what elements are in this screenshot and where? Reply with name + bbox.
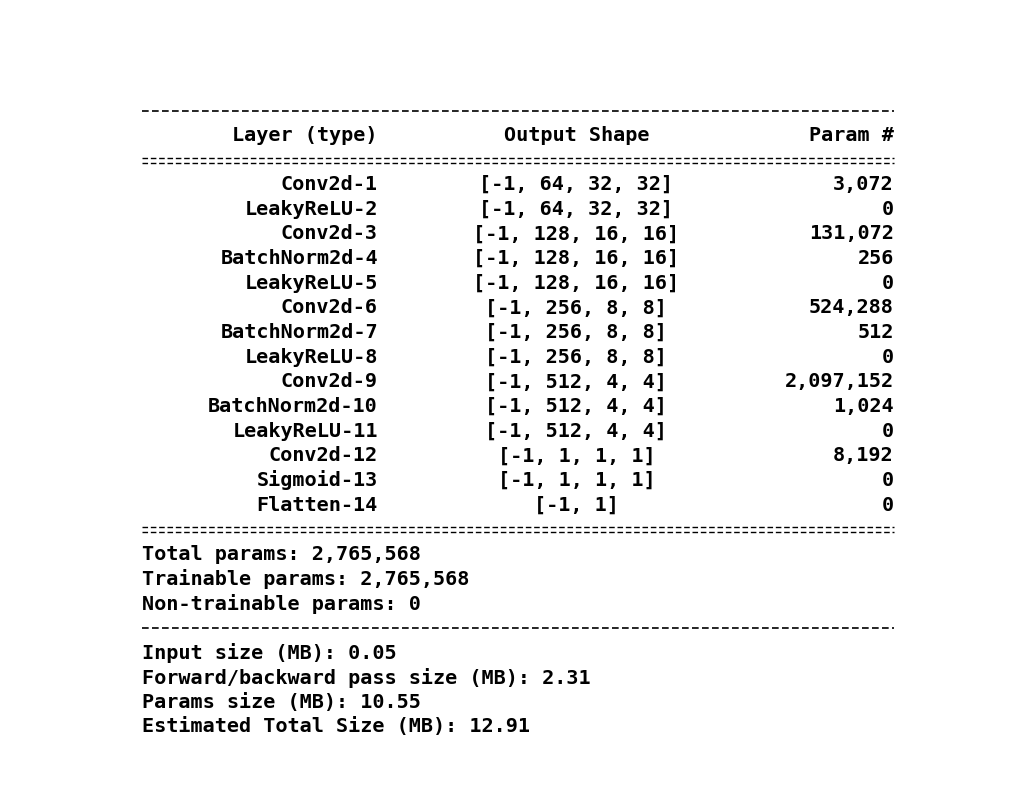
Text: 2,097,152: 2,097,152	[784, 372, 894, 391]
Text: BatchNorm2d-10: BatchNorm2d-10	[208, 397, 378, 416]
Text: 0: 0	[882, 422, 894, 441]
Text: 0: 0	[882, 200, 894, 219]
Text: Estimated Total Size (MB): 12.91: Estimated Total Size (MB): 12.91	[142, 718, 530, 736]
Text: 131,072: 131,072	[809, 225, 894, 243]
Text: [-1, 64, 32, 32]: [-1, 64, 32, 32]	[479, 175, 674, 194]
Text: Total params: 2,765,568: Total params: 2,765,568	[142, 545, 421, 564]
Text: Non-trainable params: 0: Non-trainable params: 0	[142, 594, 421, 614]
Text: 256: 256	[857, 249, 894, 268]
Text: [-1, 1]: [-1, 1]	[534, 495, 618, 514]
Text: Trainable params: 2,765,568: Trainable params: 2,765,568	[142, 569, 470, 589]
Text: 3,072: 3,072	[834, 175, 894, 194]
Text: [-1, 128, 16, 16]: [-1, 128, 16, 16]	[473, 249, 680, 268]
Text: 0: 0	[882, 471, 894, 490]
Text: Forward/backward pass size (MB): 2.31: Forward/backward pass size (MB): 2.31	[142, 667, 591, 687]
Text: Conv2d-6: Conv2d-6	[281, 298, 378, 318]
Text: [-1, 256, 8, 8]: [-1, 256, 8, 8]	[485, 348, 668, 366]
Text: [-1, 512, 4, 4]: [-1, 512, 4, 4]	[485, 372, 668, 391]
Text: [-1, 256, 8, 8]: [-1, 256, 8, 8]	[485, 298, 668, 318]
Text: LeakyReLU-8: LeakyReLU-8	[245, 348, 378, 366]
Text: [-1, 512, 4, 4]: [-1, 512, 4, 4]	[485, 422, 668, 441]
Text: 512: 512	[857, 323, 894, 342]
Text: 0: 0	[882, 274, 894, 293]
Text: [-1, 1, 1, 1]: [-1, 1, 1, 1]	[498, 446, 655, 466]
Text: LeakyReLU-11: LeakyReLU-11	[232, 422, 378, 441]
Text: Output Shape: Output Shape	[504, 126, 649, 145]
Text: BatchNorm2d-7: BatchNorm2d-7	[220, 323, 378, 342]
Text: Conv2d-12: Conv2d-12	[269, 446, 378, 466]
Text: [-1, 128, 16, 16]: [-1, 128, 16, 16]	[473, 225, 680, 243]
Text: 524,288: 524,288	[809, 298, 894, 318]
Text: Flatten-14: Flatten-14	[257, 495, 378, 514]
Text: Param #: Param #	[809, 126, 894, 145]
Text: Sigmoid-13: Sigmoid-13	[257, 470, 378, 490]
Text: 0: 0	[882, 495, 894, 514]
Text: Params size (MB): 10.55: Params size (MB): 10.55	[142, 693, 421, 712]
Text: 0: 0	[882, 348, 894, 366]
Text: LeakyReLU-5: LeakyReLU-5	[245, 274, 378, 293]
Text: Conv2d-1: Conv2d-1	[281, 175, 378, 194]
Text: Input size (MB): 0.05: Input size (MB): 0.05	[142, 643, 397, 663]
Text: [-1, 1, 1, 1]: [-1, 1, 1, 1]	[498, 471, 655, 490]
Text: 8,192: 8,192	[834, 446, 894, 466]
Text: BatchNorm2d-4: BatchNorm2d-4	[220, 249, 378, 268]
Text: LeakyReLU-2: LeakyReLU-2	[245, 200, 378, 219]
Text: [-1, 512, 4, 4]: [-1, 512, 4, 4]	[485, 397, 668, 416]
Text: Conv2d-9: Conv2d-9	[281, 372, 378, 391]
Text: [-1, 128, 16, 16]: [-1, 128, 16, 16]	[473, 274, 680, 293]
Text: [-1, 256, 8, 8]: [-1, 256, 8, 8]	[485, 323, 668, 342]
Text: Conv2d-3: Conv2d-3	[281, 225, 378, 243]
Text: Layer (type): Layer (type)	[232, 126, 378, 145]
Text: [-1, 64, 32, 32]: [-1, 64, 32, 32]	[479, 200, 674, 219]
Text: 1,024: 1,024	[834, 397, 894, 416]
